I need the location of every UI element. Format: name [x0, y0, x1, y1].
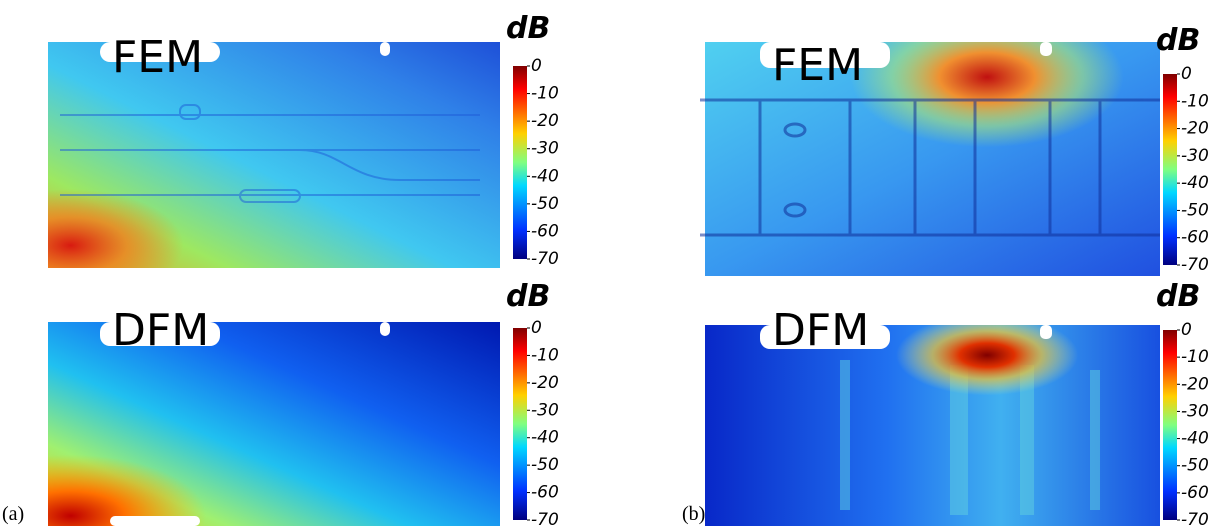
tick-label: 0: [1181, 64, 1192, 84]
tick-label: 0: [531, 56, 542, 76]
tick-label: -20: [531, 111, 559, 131]
tick-label: 0: [531, 318, 542, 338]
tick-label: -70: [531, 510, 559, 526]
tick-label: -20: [1181, 119, 1209, 139]
colorbar: [513, 328, 527, 520]
map-title: DFM: [112, 305, 209, 356]
tick-label: -30: [1181, 146, 1209, 166]
tick-label: 0: [1181, 320, 1192, 340]
map-title: FEM: [112, 32, 203, 83]
tick-label: -20: [1181, 374, 1209, 394]
tick-label: -50: [531, 194, 559, 214]
colorbar-unit: dB: [506, 11, 550, 46]
heatmap: [48, 42, 500, 526]
colorbar: [513, 66, 527, 259]
tick-label: -40: [531, 166, 559, 186]
tick-label: -50: [1181, 200, 1209, 220]
map-title: DFM: [772, 305, 869, 356]
tick-label: -70: [1181, 255, 1209, 275]
colorbar-unit: dB: [506, 279, 550, 314]
tick-label: -70: [1181, 510, 1209, 526]
tick-label: -10: [531, 84, 559, 104]
tick-label: -40: [1181, 429, 1209, 449]
tick-label: -60: [1181, 483, 1209, 503]
tick-label: -30: [531, 400, 559, 420]
tick-label: -20: [531, 373, 559, 393]
panel-label: (a): [2, 503, 24, 525]
tick-label: -10: [1181, 91, 1209, 111]
tick-label: -40: [1181, 173, 1209, 193]
tick-label: -10: [1181, 347, 1209, 367]
panel-label: (b): [682, 503, 705, 525]
tick-label: -30: [531, 139, 559, 159]
tick-label: -50: [1181, 456, 1209, 476]
tick-label: -30: [1181, 401, 1209, 421]
tick-label: -10: [531, 345, 559, 365]
tick-label: -60: [1181, 228, 1209, 248]
colorbar: [1163, 74, 1177, 265]
heatmap: [700, 42, 1160, 526]
colorbar: [1163, 330, 1177, 520]
map-title: FEM: [772, 40, 863, 91]
colorbar-unit: dB: [1156, 279, 1200, 314]
colorbar-unit: dB: [1156, 23, 1200, 58]
tick-label: -50: [531, 455, 559, 475]
tick-label: -60: [531, 483, 559, 503]
tick-label: -60: [531, 221, 559, 241]
tick-label: -40: [531, 428, 559, 448]
tick-label: -70: [531, 249, 559, 269]
